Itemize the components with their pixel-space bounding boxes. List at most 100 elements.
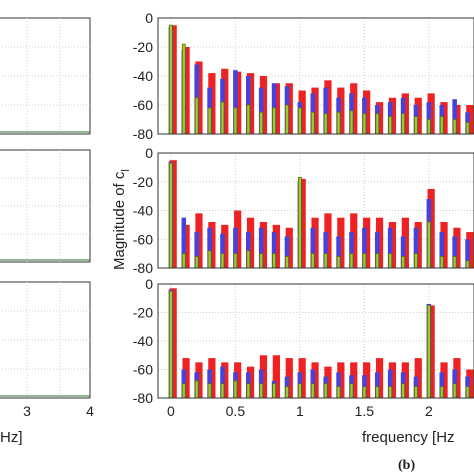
bar-red [401, 362, 409, 398]
bar-green [246, 104, 251, 135]
y-tick-label: -60 [133, 231, 153, 247]
y-tick-label: 0 [145, 145, 153, 161]
y-tick-label: -40 [133, 203, 153, 219]
bar-green [181, 43, 186, 135]
bar-green [401, 113, 405, 135]
ylabel: Magnitude of cl [111, 169, 132, 270]
bar-blue [220, 366, 225, 398]
bar-green [194, 380, 199, 399]
bar-blue [439, 232, 445, 268]
bar-green [336, 386, 341, 399]
bar-blue [374, 232, 380, 268]
bar-blue [194, 232, 199, 268]
bar-green [297, 383, 302, 399]
bar-red [246, 217, 255, 268]
bar-red [401, 217, 409, 268]
y-tick-label: -80 [133, 260, 153, 276]
bar-blue [258, 227, 264, 268]
bar-red [324, 80, 332, 134]
bar-green [194, 97, 199, 135]
bar-red [324, 213, 332, 268]
bar-green [220, 101, 225, 135]
bar-green [388, 116, 393, 135]
bar-green [375, 113, 380, 135]
bar-blue [452, 99, 457, 134]
bar-green [323, 383, 328, 399]
bar-blue [465, 239, 470, 268]
bar-green [181, 383, 186, 399]
bar-green [285, 104, 289, 135]
y-tick-label: -20 [133, 39, 153, 55]
left-x-tick-label: 4 [86, 403, 94, 419]
bar-blue [233, 70, 238, 134]
bar-green [362, 113, 367, 135]
bar-green [362, 386, 367, 399]
bar-red [246, 73, 255, 134]
bar-green [439, 116, 444, 135]
panel-top: 0 -20 -40 -60 -80 [133, 10, 474, 142]
bar-green [246, 250, 251, 269]
y-tick-label: -80 [133, 126, 153, 142]
bar-blue [439, 372, 445, 398]
bar-green [439, 256, 444, 269]
axes-frame [157, 283, 474, 399]
bar-green [452, 119, 457, 135]
bar-green [181, 253, 186, 269]
bar-green [414, 253, 418, 269]
x-tick-label: 0 [167, 403, 175, 419]
y-tick-label: -40 [133, 333, 153, 349]
bar-blue [233, 227, 238, 268]
bar-green [233, 380, 238, 399]
bar-green [465, 122, 470, 135]
bar-green [207, 383, 212, 399]
bar-green [349, 253, 354, 269]
y-tick-label: 0 [145, 276, 153, 292]
bar-green [207, 107, 212, 135]
bar-green [220, 383, 225, 399]
bar-red [414, 358, 422, 398]
bar-blue [207, 227, 212, 268]
bar-green [336, 256, 341, 269]
bar-blue [220, 233, 225, 268]
y-tick-label: -60 [133, 97, 153, 113]
bar-green [233, 107, 238, 135]
ylabel-subscript: l [120, 169, 132, 171]
bar-blue [387, 369, 393, 398]
bar-green [401, 256, 405, 269]
bar-green [323, 113, 328, 135]
bar-red [246, 366, 255, 398]
bar-green [220, 253, 225, 269]
bar-red [414, 97, 422, 134]
bar-green [272, 107, 277, 135]
bar-green [246, 383, 251, 399]
bar-blue [413, 227, 419, 268]
bar-blue [310, 227, 316, 268]
bar-green [310, 383, 315, 399]
panel-middle: 0 -20 -40 -60 -80 [133, 145, 474, 276]
left-panel-3 [0, 281, 91, 399]
bar-green [388, 253, 393, 269]
bar-green [439, 386, 444, 399]
bar-green [414, 386, 418, 399]
x-tick-label: 2 [425, 403, 433, 419]
bar-blue [336, 236, 341, 268]
xlabel-left: Hz] [0, 429, 23, 446]
bar-green [310, 111, 315, 135]
bar-blue [284, 236, 290, 268]
x-tick-label: 1.5 [355, 403, 375, 419]
axes-frame [157, 17, 474, 135]
caption: (b) [398, 458, 415, 473]
bar-green [297, 107, 302, 135]
y-tick-label: -60 [133, 362, 153, 378]
y-tick-label: -80 [133, 390, 153, 406]
bar-green [207, 250, 212, 269]
bar-blue [400, 236, 406, 268]
bar-green [349, 110, 354, 135]
bar-green [349, 383, 354, 399]
axes-frame [157, 152, 474, 269]
bar-green [452, 383, 457, 399]
bar-blue [349, 232, 354, 268]
bar-green [168, 290, 173, 399]
